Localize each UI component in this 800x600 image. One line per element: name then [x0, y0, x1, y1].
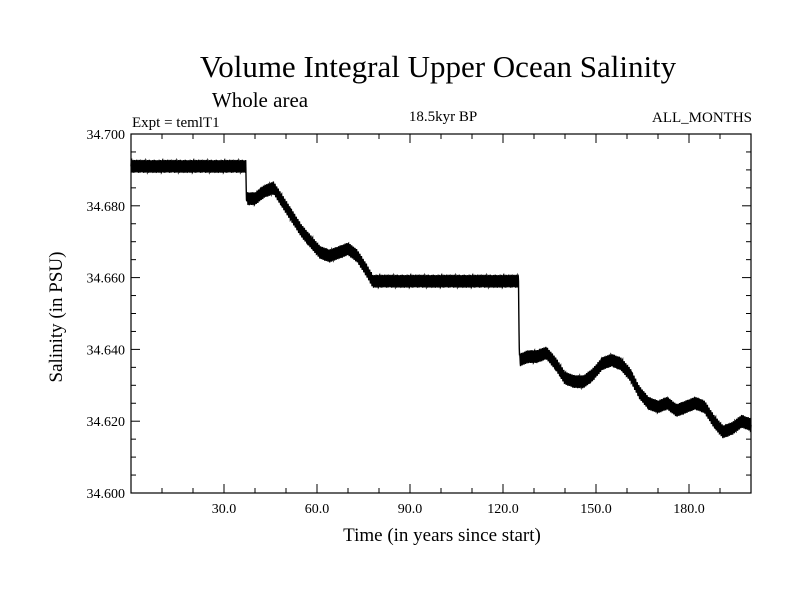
axis-tick-labels: 30.0 60.0 90.0 120.0 150.0 180.0 34.600 34.620 3…	[87, 128, 705, 517]
axis-ticks	[131, 134, 751, 493]
y-axis-label: Salinity (in PSU)	[46, 252, 67, 383]
x-axis-label: Time (in years since start)	[343, 525, 541, 546]
months-label: ALL_MONTHS	[652, 110, 752, 126]
x-tick-label: 60.0	[305, 502, 330, 517]
x-tick-label: 120.0	[487, 502, 519, 517]
y-tick-label: 34.680	[87, 200, 126, 215]
x-tick-label: 90.0	[398, 502, 423, 517]
plot-frame	[130, 133, 752, 494]
period-label: 18.5kyr BP	[409, 109, 477, 125]
y-tick-label: 34.660	[87, 272, 126, 287]
y-tick-label: 34.600	[87, 487, 126, 502]
chart-subtitle: Whole area	[212, 88, 309, 112]
y-tick-label: 34.640	[87, 343, 126, 358]
x-tick-label: 30.0	[212, 502, 237, 517]
y-tick-label: 34.620	[87, 415, 126, 430]
expt-label: Expt = temlT1	[132, 115, 220, 131]
chart-title: Volume Integral Upper Ocean Salinity	[200, 49, 677, 84]
x-tick-label: 180.0	[673, 502, 705, 517]
x-tick-label: 150.0	[580, 502, 612, 517]
salinity-series-line	[130, 157, 752, 439]
y-tick-label: 34.700	[87, 128, 126, 143]
